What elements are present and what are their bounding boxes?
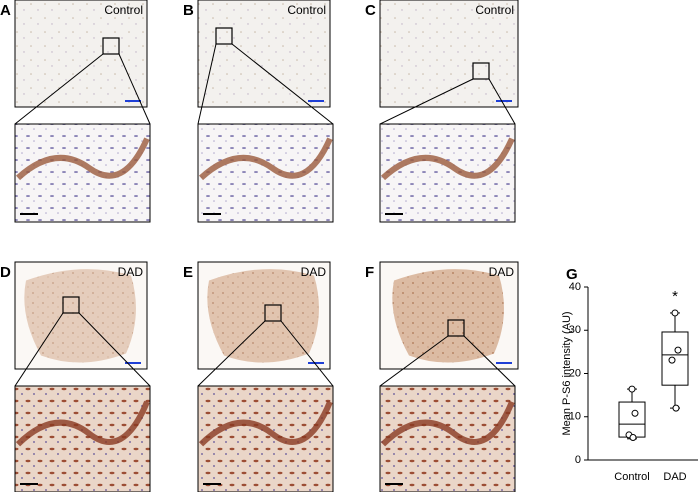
panel-title: DAD [489,265,515,279]
panel-title: Control [104,3,143,17]
x-tick-label: Control [614,471,649,483]
data-point [672,404,680,412]
y-tick-label: 40 [569,281,581,293]
panel-title: Control [475,3,514,17]
zoom-line [379,335,449,387]
zoom-image [379,385,516,492]
zoom-line [197,43,217,125]
zoom-line [14,312,64,387]
zoom-image [197,385,334,492]
data-point [674,346,682,354]
zoom-image [14,123,151,223]
epithelium [15,137,150,181]
panel-label: C [365,2,376,19]
epithelium [198,137,333,181]
panel: D DAD [0,261,151,492]
zoom-line [488,78,516,125]
box-plot: G 0 10 20 30 40 Mean P-S6 intensity (AU) Contro… [561,266,698,483]
zoom-line [14,53,104,125]
y-axis-label: Mean P-S6 intensity (AU) [561,311,573,435]
zoom-box [215,27,233,45]
panel-title: Control [287,3,326,17]
box [618,401,646,438]
panel-title: DAD [118,265,144,279]
zoom-line [231,43,334,125]
zoom-box [472,62,490,80]
zoom-image [14,385,151,492]
zoom-box [447,319,465,337]
zoom-box [264,304,282,322]
panel-label: G [566,266,578,283]
zoom-line [379,78,474,125]
tissue-section [24,269,136,363]
y-tick-label: 30 [569,324,581,336]
zoom-line [118,53,151,125]
panel: F DAD [365,261,519,492]
epithelium [380,137,515,181]
image-panels: A Control B Control C Control D DAD E DAD F DAD [0,0,519,492]
significance: * [672,288,678,305]
data-point [671,309,679,317]
zoom-line [280,320,334,387]
panel-label: D [0,264,11,281]
zoom-image [197,123,334,223]
panel-label: E [183,264,193,281]
zoom-image [379,123,516,223]
tissue-section [207,269,319,363]
y-tick-label: 0 [575,454,581,466]
panel: C Control [365,0,519,223]
data-point [631,409,639,417]
epithelium [198,400,333,447]
zoom-line [197,320,266,387]
y-tick-label: 20 [569,367,581,379]
x-tick-label: DAD [663,471,686,483]
data-point [668,356,676,364]
data-point [629,434,637,442]
overview-image [197,0,331,108]
zoom-line [463,335,516,387]
panel-label: F [365,264,374,281]
panel-title: DAD [301,265,327,279]
epithelium [15,400,150,447]
tissue-section [392,269,504,363]
panel: B Control [183,0,334,223]
overview-image [14,0,148,108]
data-point [628,385,636,393]
panel: E DAD [183,261,334,492]
zoom-box [62,296,80,314]
panel: A Control [0,0,151,223]
panel-label: A [0,2,11,19]
zoom-box [102,37,120,55]
zoom-line [78,312,151,387]
epithelium [380,400,515,447]
panel-label: B [183,2,194,19]
y-tick-label: 10 [569,411,581,423]
